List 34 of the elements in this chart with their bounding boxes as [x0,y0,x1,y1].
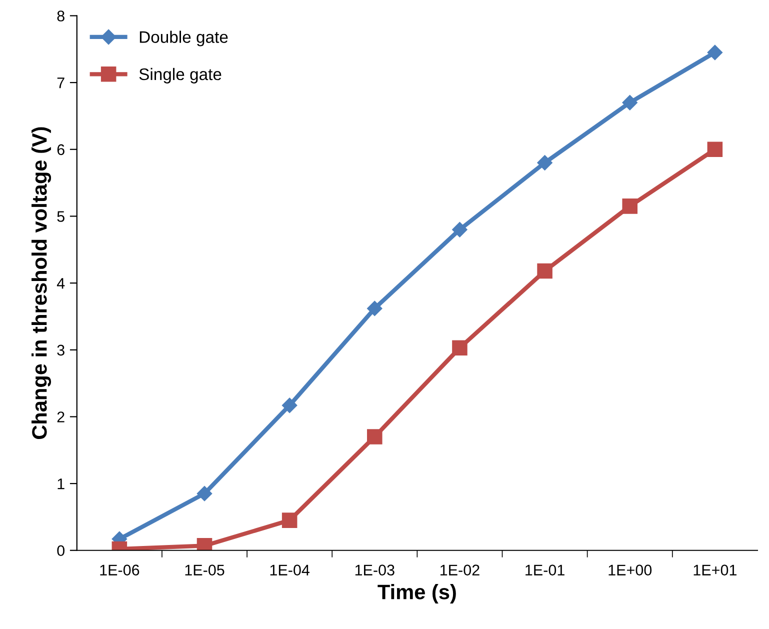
point [367,300,382,316]
y-tick-label: 6 [57,144,64,156]
point [282,512,298,528]
x-tick-label: 1E+01 [694,564,736,576]
point [537,155,552,170]
y-tick-label: 7 [57,78,64,88]
x-tick-label: 1E-02 [440,564,480,576]
point [622,198,638,214]
x-tick-label: 1E-05 [185,564,224,576]
point [707,142,723,158]
y-tick-label: 8 [57,10,64,22]
legend-label: Single gate [139,68,222,84]
point [452,340,468,356]
point [452,222,468,238]
y-axis-title: Change in threshold voltage (V) [32,127,52,440]
y-tick-label: 3 [57,344,64,356]
y-tick-label: 2 [57,412,64,422]
x-tick-label: 1E-04 [270,564,310,576]
point [367,429,382,444]
y-tick-label: 1 [58,478,64,490]
x-tick-label: 1E-03 [355,564,394,576]
y-tick-label: 5 [57,211,64,222]
point [622,95,638,110]
point [282,398,298,413]
x-tick-label: 1E-01 [526,564,564,576]
legend-label: Double gate [140,30,228,46]
y-tick-label: 4 [56,278,65,289]
x-tick-label: 1E+00 [608,564,652,576]
point [707,44,722,60]
y-tick-label: 0 [57,545,64,556]
point [537,263,552,279]
point [196,486,212,502]
x-axis-title: Time (s) [378,584,456,604]
x-tick-label: 1E-06 [100,564,140,576]
